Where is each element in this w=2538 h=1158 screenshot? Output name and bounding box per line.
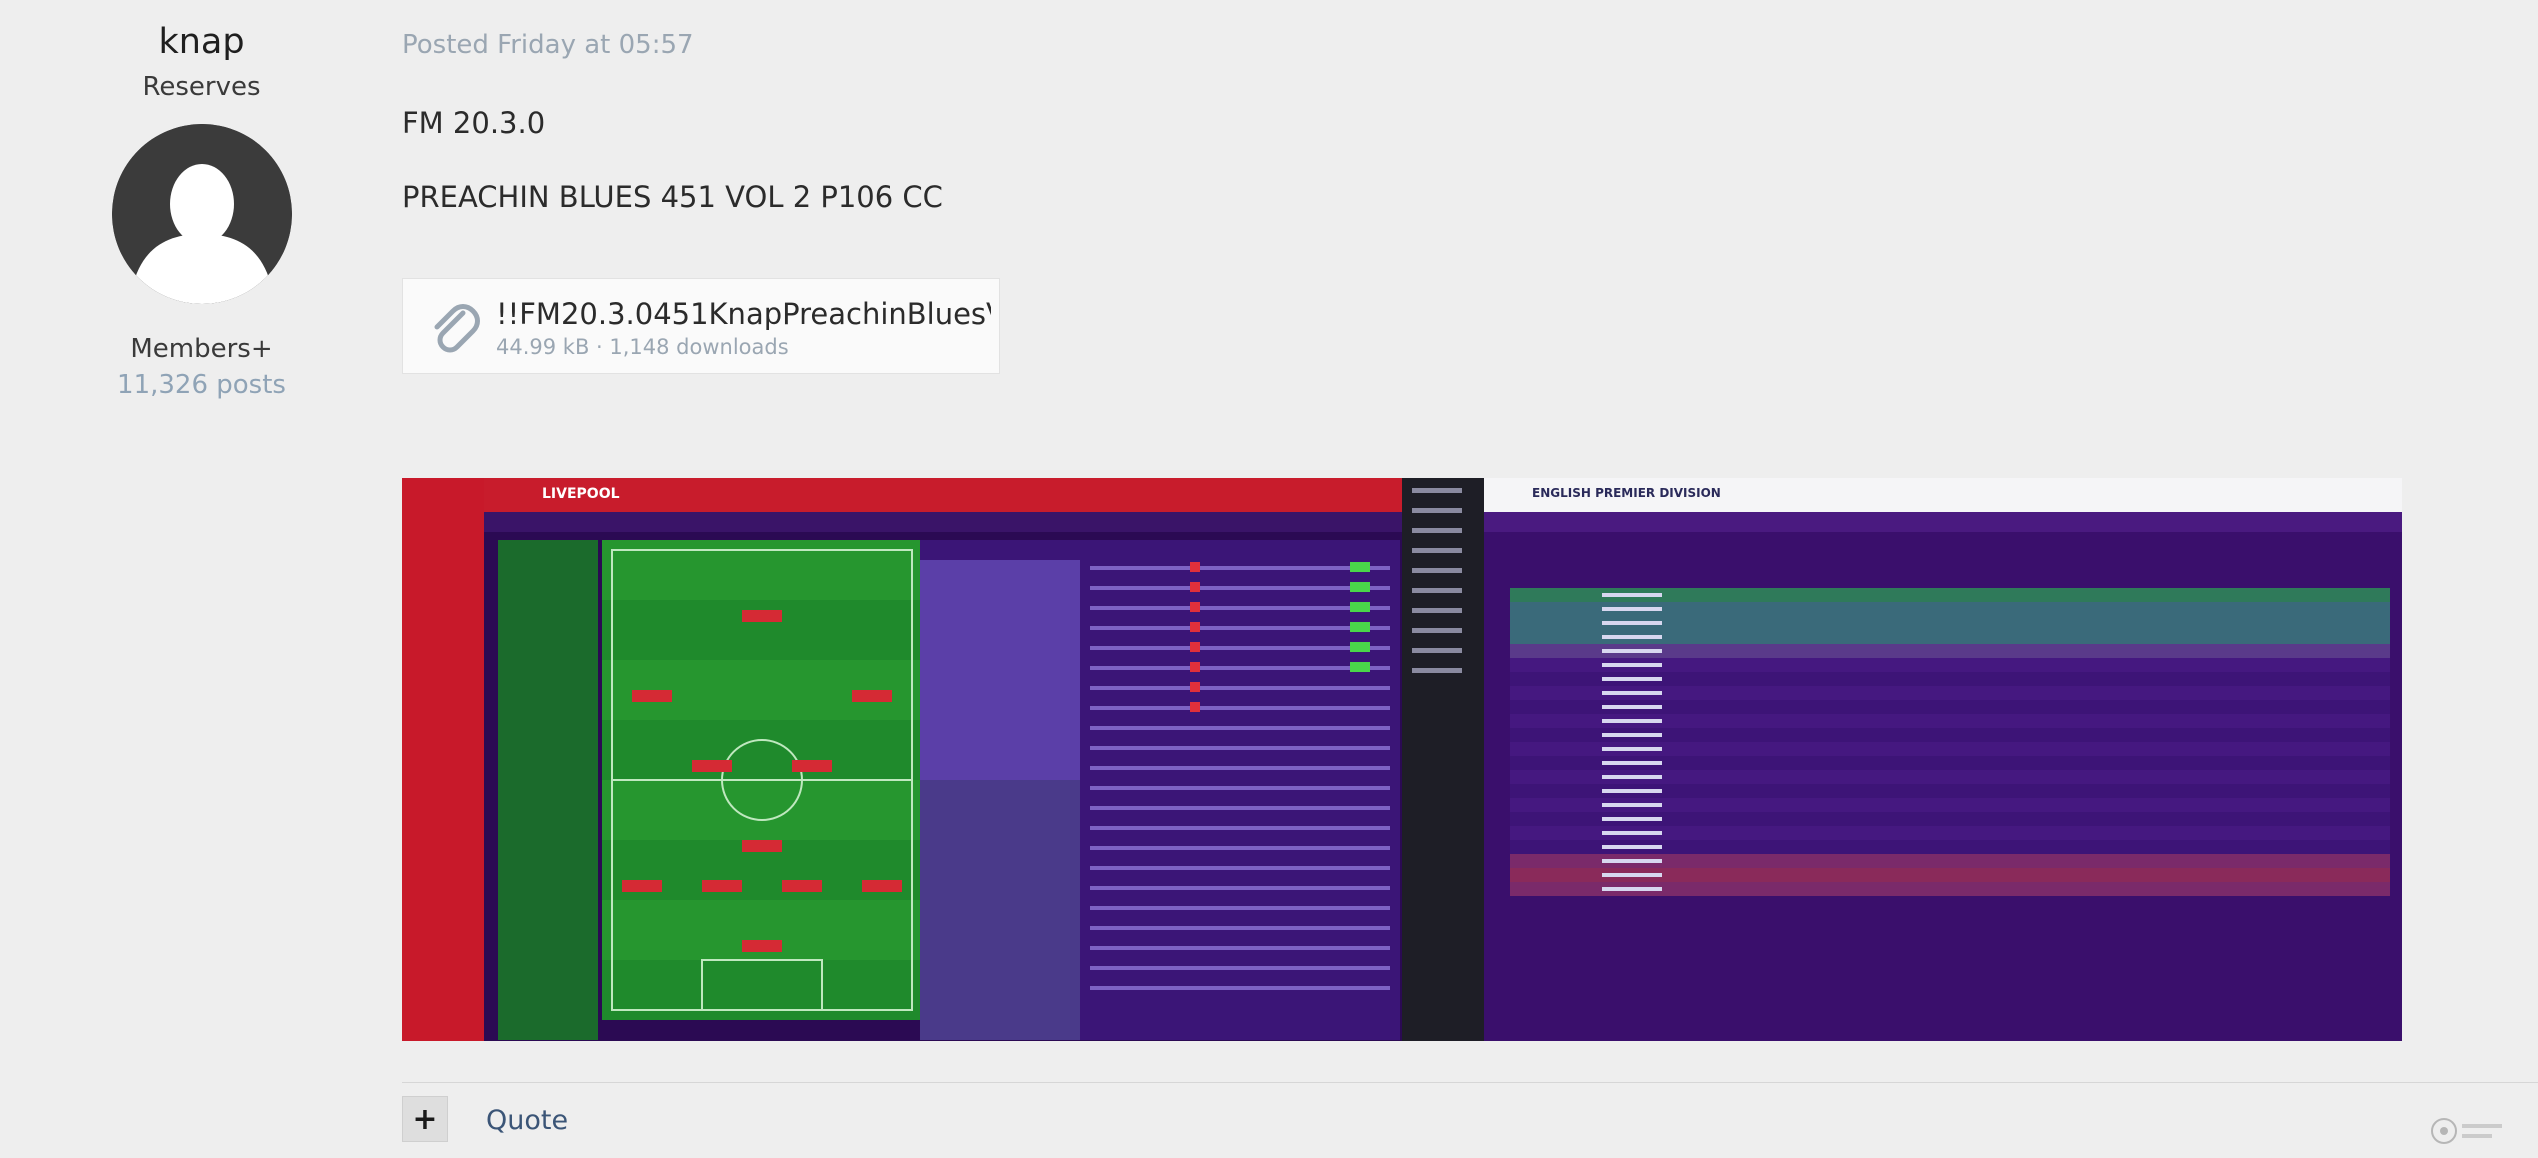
post-date[interactable]: Posted Friday at 05:57 bbox=[402, 30, 694, 60]
fm-sidebar bbox=[402, 478, 484, 1041]
author-rank: Reserves bbox=[142, 72, 261, 102]
fm-pitch bbox=[602, 540, 922, 1020]
embedded-screenshot[interactable]: LIVEPOOL ENGLISH PREMIER DIVISION bbox=[402, 478, 2402, 1041]
fm-tactics-view bbox=[402, 478, 1402, 1041]
fm-league-view bbox=[1402, 478, 2402, 1041]
attachment-name[interactable]: !!FM20.3.0451KnapPreachinBluesV... bbox=[496, 297, 991, 331]
quote-link[interactable]: Quote bbox=[486, 1105, 569, 1136]
post-text-line: FM 20.3.0 bbox=[402, 106, 546, 140]
fm-header-bar bbox=[402, 478, 1402, 512]
post-divider bbox=[402, 1082, 2538, 1083]
author-post-count: 11,326 posts bbox=[117, 370, 286, 400]
attachment-card[interactable]: !!FM20.3.0451KnapPreachinBluesV... 44.99… bbox=[402, 278, 1000, 374]
multiquote-button[interactable]: + bbox=[402, 1096, 448, 1142]
author-panel: knap Reserves Members+ 11,326 posts bbox=[0, 0, 403, 402]
attachment-meta: 44.99 kB · 1,148 downloads bbox=[496, 335, 789, 359]
fm-league-title: ENGLISH PREMIER DIVISION bbox=[1532, 486, 1721, 500]
fm-tabs-bar bbox=[484, 512, 1402, 532]
author-group: Members+ bbox=[130, 334, 273, 364]
post-text-line: PREACHIN BLUES 451 VOL 2 P106 CC bbox=[402, 180, 943, 214]
user-silhouette-icon bbox=[111, 124, 292, 304]
watermark-logo-icon bbox=[2431, 1118, 2502, 1144]
author-name[interactable]: knap bbox=[158, 22, 245, 62]
fm-tactic-panel bbox=[498, 540, 598, 1040]
fm-club-title: LIVEPOOL bbox=[542, 486, 620, 502]
fm-player-list bbox=[920, 540, 1400, 1040]
avatar[interactable] bbox=[111, 124, 292, 304]
paperclip-icon bbox=[434, 304, 480, 353]
